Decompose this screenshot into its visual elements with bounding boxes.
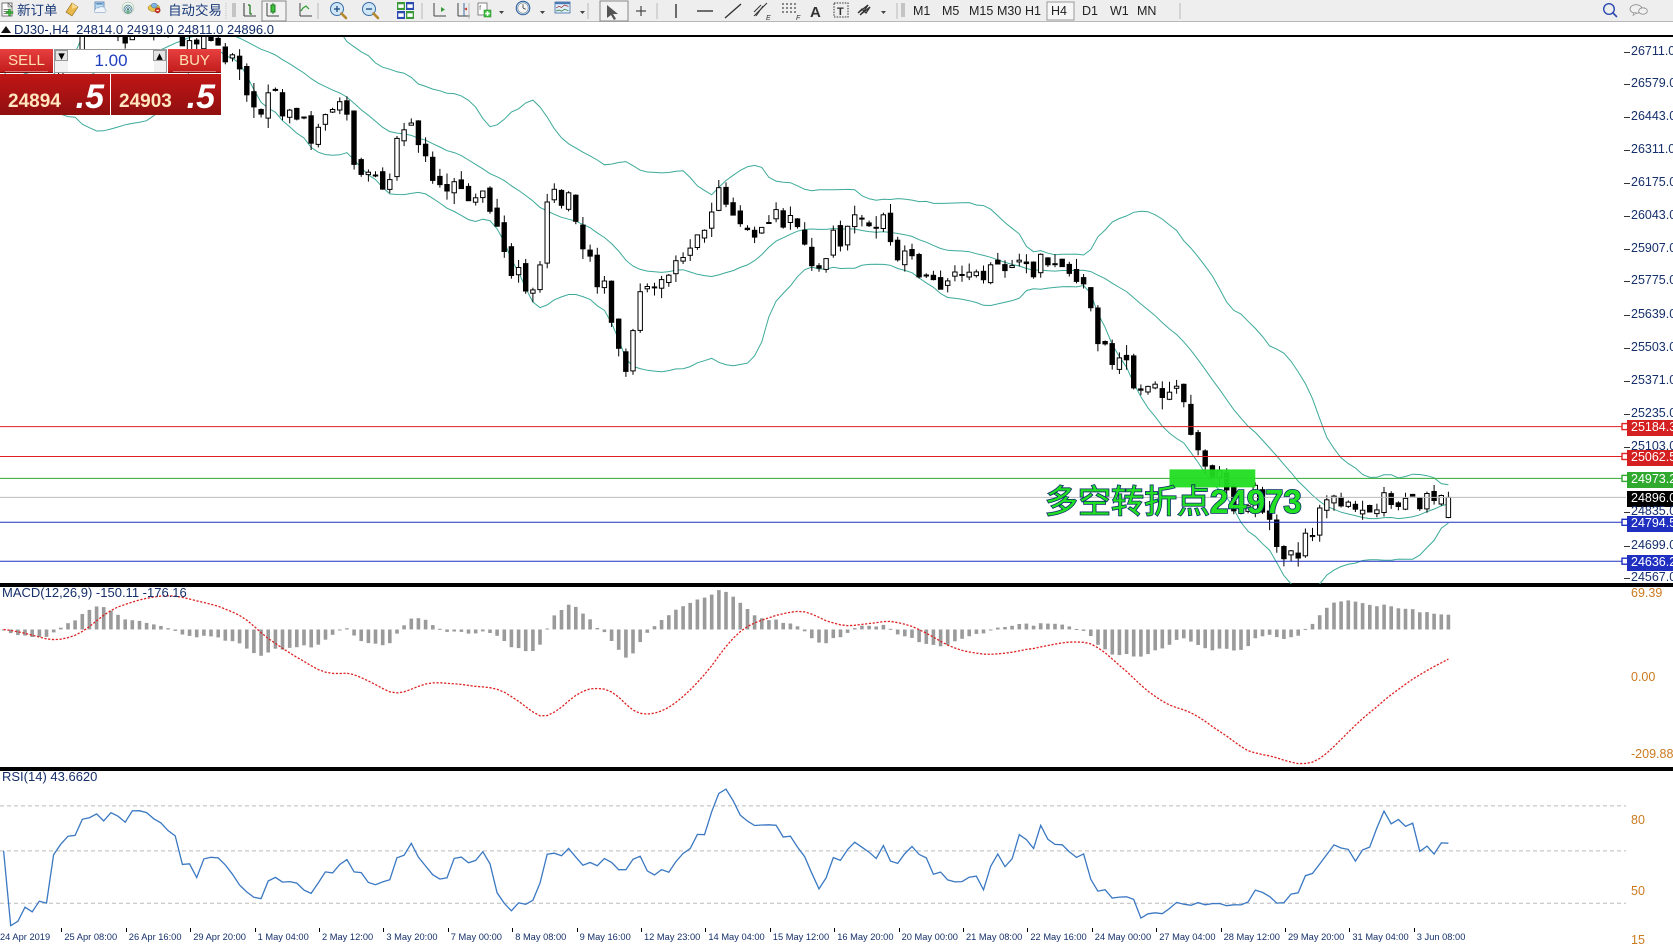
svg-text:自动交易: 自动交易 [168, 3, 222, 18]
svg-text:F: F [796, 15, 801, 22]
svg-text:H4: H4 [1051, 4, 1067, 18]
svg-text:T: T [837, 6, 844, 18]
svg-text:M5: M5 [942, 4, 959, 18]
svg-text:新订单: 新订单 [17, 3, 58, 18]
svg-text:H1: H1 [1025, 4, 1041, 18]
svg-text:M1: M1 [913, 4, 930, 18]
svg-text:MN: MN [1137, 4, 1156, 18]
svg-text:W1: W1 [1110, 4, 1129, 18]
svg-text:E: E [766, 15, 771, 22]
svg-text:A: A [810, 4, 821, 21]
svg-text:多空转折点24973: 多空转折点24973 [1045, 483, 1302, 520]
svg-text:D1: D1 [1082, 4, 1098, 18]
svg-text:M30: M30 [997, 4, 1021, 18]
svg-text:M15: M15 [969, 4, 993, 18]
